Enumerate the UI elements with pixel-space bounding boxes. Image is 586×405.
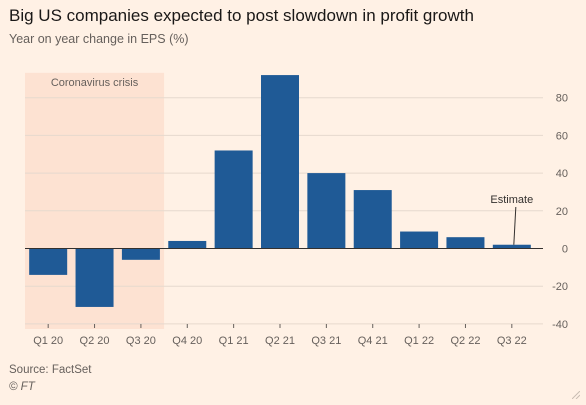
x-tick-label: Q3 20: [126, 335, 156, 347]
bar: [29, 248, 68, 275]
x-tick-label: Q4 20: [172, 335, 202, 347]
bar: [168, 240, 207, 249]
x-tick-label: Q2 20: [80, 335, 110, 347]
y-tick-label: 20: [556, 206, 568, 218]
x-tick-label: Q2 22: [450, 335, 480, 347]
y-tick-label: 80: [556, 93, 568, 105]
bar-chart: Coronavirus crisis -40 -20 0 20 40 60 80 Q1 20 Q2…: [25, 72, 568, 347]
y-tick-label: -40: [552, 319, 568, 331]
annotation-leader: [513, 206, 517, 245]
x-tick-label: Q2 21: [265, 335, 295, 347]
bar: [307, 173, 346, 249]
chart-subtitle: Year on year change in EPS (%): [9, 32, 189, 46]
shaded-region-label: Coronavirus crisis: [51, 77, 139, 89]
y-tick-label: -20: [552, 281, 568, 293]
estimate-annotation: Estimate: [490, 194, 533, 206]
x-tick-label: Q1 22: [404, 335, 434, 347]
source-note: Source: FactSet: [9, 364, 92, 376]
y-tick-label: 60: [556, 130, 568, 142]
bar: [492, 244, 531, 249]
bar: [353, 190, 392, 249]
ft-copyright: © FT: [9, 381, 35, 393]
resize-corner-icon: [572, 391, 580, 399]
y-tick-label: 40: [556, 168, 568, 180]
x-tick-label: Q3 22: [497, 335, 527, 347]
x-tick-label: Q4 21: [358, 335, 388, 347]
x-tick-label: Q1 21: [219, 335, 249, 347]
bar: [446, 237, 485, 249]
chart-title: Big US companies expected to post slowdo…: [9, 6, 474, 25]
bar: [214, 150, 253, 249]
bar: [75, 248, 114, 307]
bar: [121, 248, 160, 260]
y-tick-label: 0: [562, 244, 568, 256]
bar: [261, 75, 299, 249]
bar: [400, 231, 439, 249]
x-tick-label: Q1 20: [33, 335, 63, 347]
x-tick-label: Q3 21: [311, 335, 341, 347]
